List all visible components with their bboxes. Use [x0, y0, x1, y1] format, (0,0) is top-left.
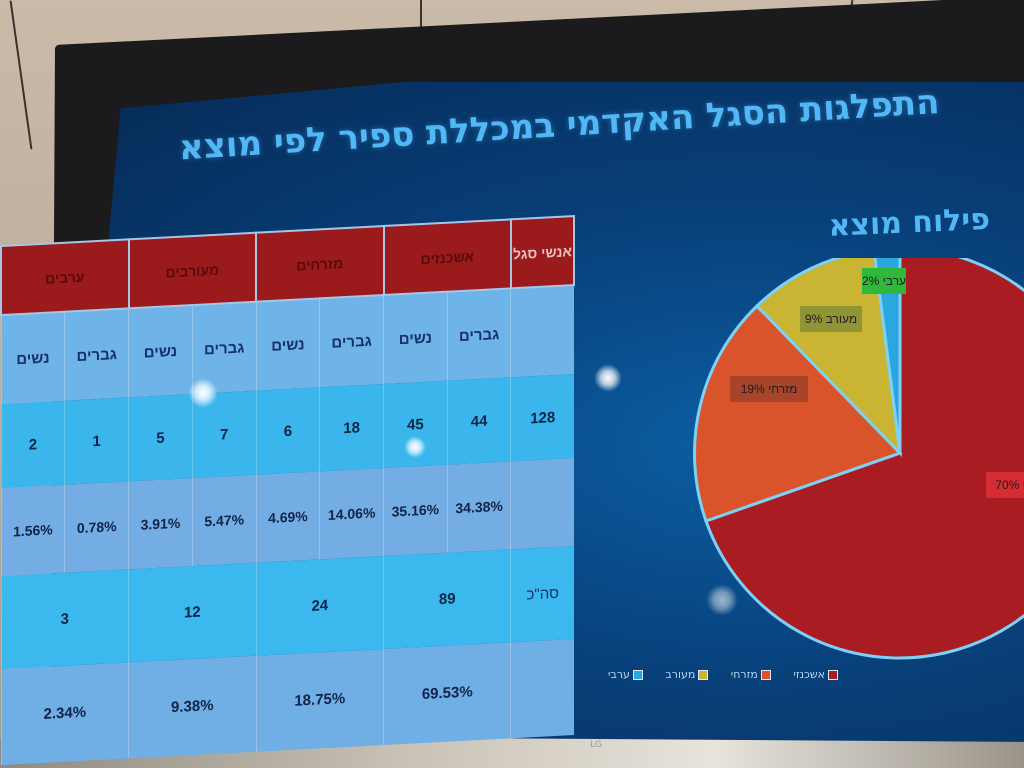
light-glare — [705, 585, 739, 615]
group-total-cell: 3 — [1, 569, 129, 669]
legend-swatch-icon — [760, 669, 771, 680]
legend-swatch-icon — [828, 669, 838, 680]
total-staff-cell: 128 — [510, 374, 574, 462]
pie-slice-mizrahi — [693, 303, 903, 523]
pie-label-mixed: מעורב 9% — [800, 306, 862, 333]
pie-slice-ashkenazi — [704, 246, 1024, 660]
subheader-cell: גברים — [319, 295, 384, 388]
pie-label-mizrahi: מזרחי 19% — [730, 376, 808, 403]
group-total-cell: 89 — [383, 549, 511, 649]
empty-cell — [510, 458, 574, 550]
legend-swatch-icon — [698, 669, 709, 680]
origin-pie-chart: מזרחי 19% מעורב 9% ערבי 2% אשכנזי 70% — [690, 246, 1024, 668]
pie-label-ashkenazi: אשכנזי 70% — [986, 472, 1024, 499]
pie-label-text: ערבי 2% — [861, 274, 906, 288]
percent-cell: 35.16% — [383, 464, 448, 557]
chart-legend: ערבי מעורב מזרחי אשכנזי — [608, 668, 838, 681]
group-percent-cell: 18.75% — [256, 648, 384, 752]
group-header-mixed: מעורבים — [128, 232, 257, 309]
group-header-arab: ערבים — [1, 239, 129, 316]
legend-label: אשכנזי — [793, 668, 825, 681]
legend-label: ערבי — [608, 668, 630, 681]
count-cell: 6 — [256, 387, 320, 475]
group-percent-cell: 9.38% — [128, 655, 257, 759]
tv-brand-logo: LG — [590, 740, 602, 750]
light-glare — [404, 436, 426, 458]
group-percent-cell: 69.53% — [383, 641, 511, 746]
empty-cell — [510, 285, 574, 378]
light-glare — [188, 378, 218, 408]
count-cell: 1 — [64, 397, 129, 485]
subheader-cell: נשים — [128, 305, 193, 398]
pie-svg — [693, 246, 1024, 660]
subheader-cell: נשים — [1, 311, 65, 405]
empty-cell — [510, 638, 574, 739]
legend-item-mizrahi: מזרחי — [731, 668, 771, 681]
group-total-cell: 12 — [128, 562, 257, 662]
pie-label-text: אשכנזי 70% — [995, 478, 1024, 492]
pie-label-text: מעורב 9% — [804, 312, 858, 326]
legend-label: מזרחי — [730, 668, 758, 681]
legend-label: מעורב — [665, 668, 696, 681]
legend-item-ashkenazi: אשכנזי — [793, 668, 838, 681]
percent-cell: 5.47% — [192, 474, 257, 567]
legend-item-mixed: מעורב — [665, 668, 709, 681]
total-label: סה"כ — [510, 546, 574, 642]
group-total-cell: 24 — [256, 556, 384, 656]
percent-cell: 4.69% — [256, 471, 320, 563]
pie-label-arab: ערבי 2% — [861, 268, 906, 295]
count-cell: 2 — [1, 401, 65, 489]
group-header-mizrahi: מזרחים — [256, 226, 384, 302]
percent-cell: 34.38% — [447, 461, 511, 553]
subheader-cell: גברים — [447, 288, 511, 381]
subheader-cell: נשים — [256, 298, 320, 392]
subheader-cell: גברים — [64, 308, 129, 402]
count-cell: 44 — [447, 377, 511, 465]
count-cell: 5 — [128, 394, 193, 482]
legend-swatch-icon — [632, 669, 643, 680]
percent-cell: 0.78% — [64, 481, 129, 573]
count-cell: 18 — [319, 384, 384, 472]
pie-label-text: מזרחי 19% — [740, 382, 798, 396]
percent-cell: 1.56% — [1, 484, 65, 577]
corner-header: אנשי סגל — [510, 216, 574, 289]
subheader-cell: נשים — [383, 291, 448, 385]
percent-cell: 14.06% — [319, 468, 384, 560]
staff-origin-table: אנשי סגל אשכנזים מזרחים מעורבים ערבים גב… — [0, 215, 575, 766]
group-header-ashkenazi: אשכנזים — [383, 219, 511, 296]
percent-cell: 3.91% — [128, 478, 193, 570]
group-percent-cell: 2.34% — [1, 661, 129, 766]
legend-item-arab: ערבי — [608, 668, 643, 681]
light-glare — [594, 364, 622, 392]
